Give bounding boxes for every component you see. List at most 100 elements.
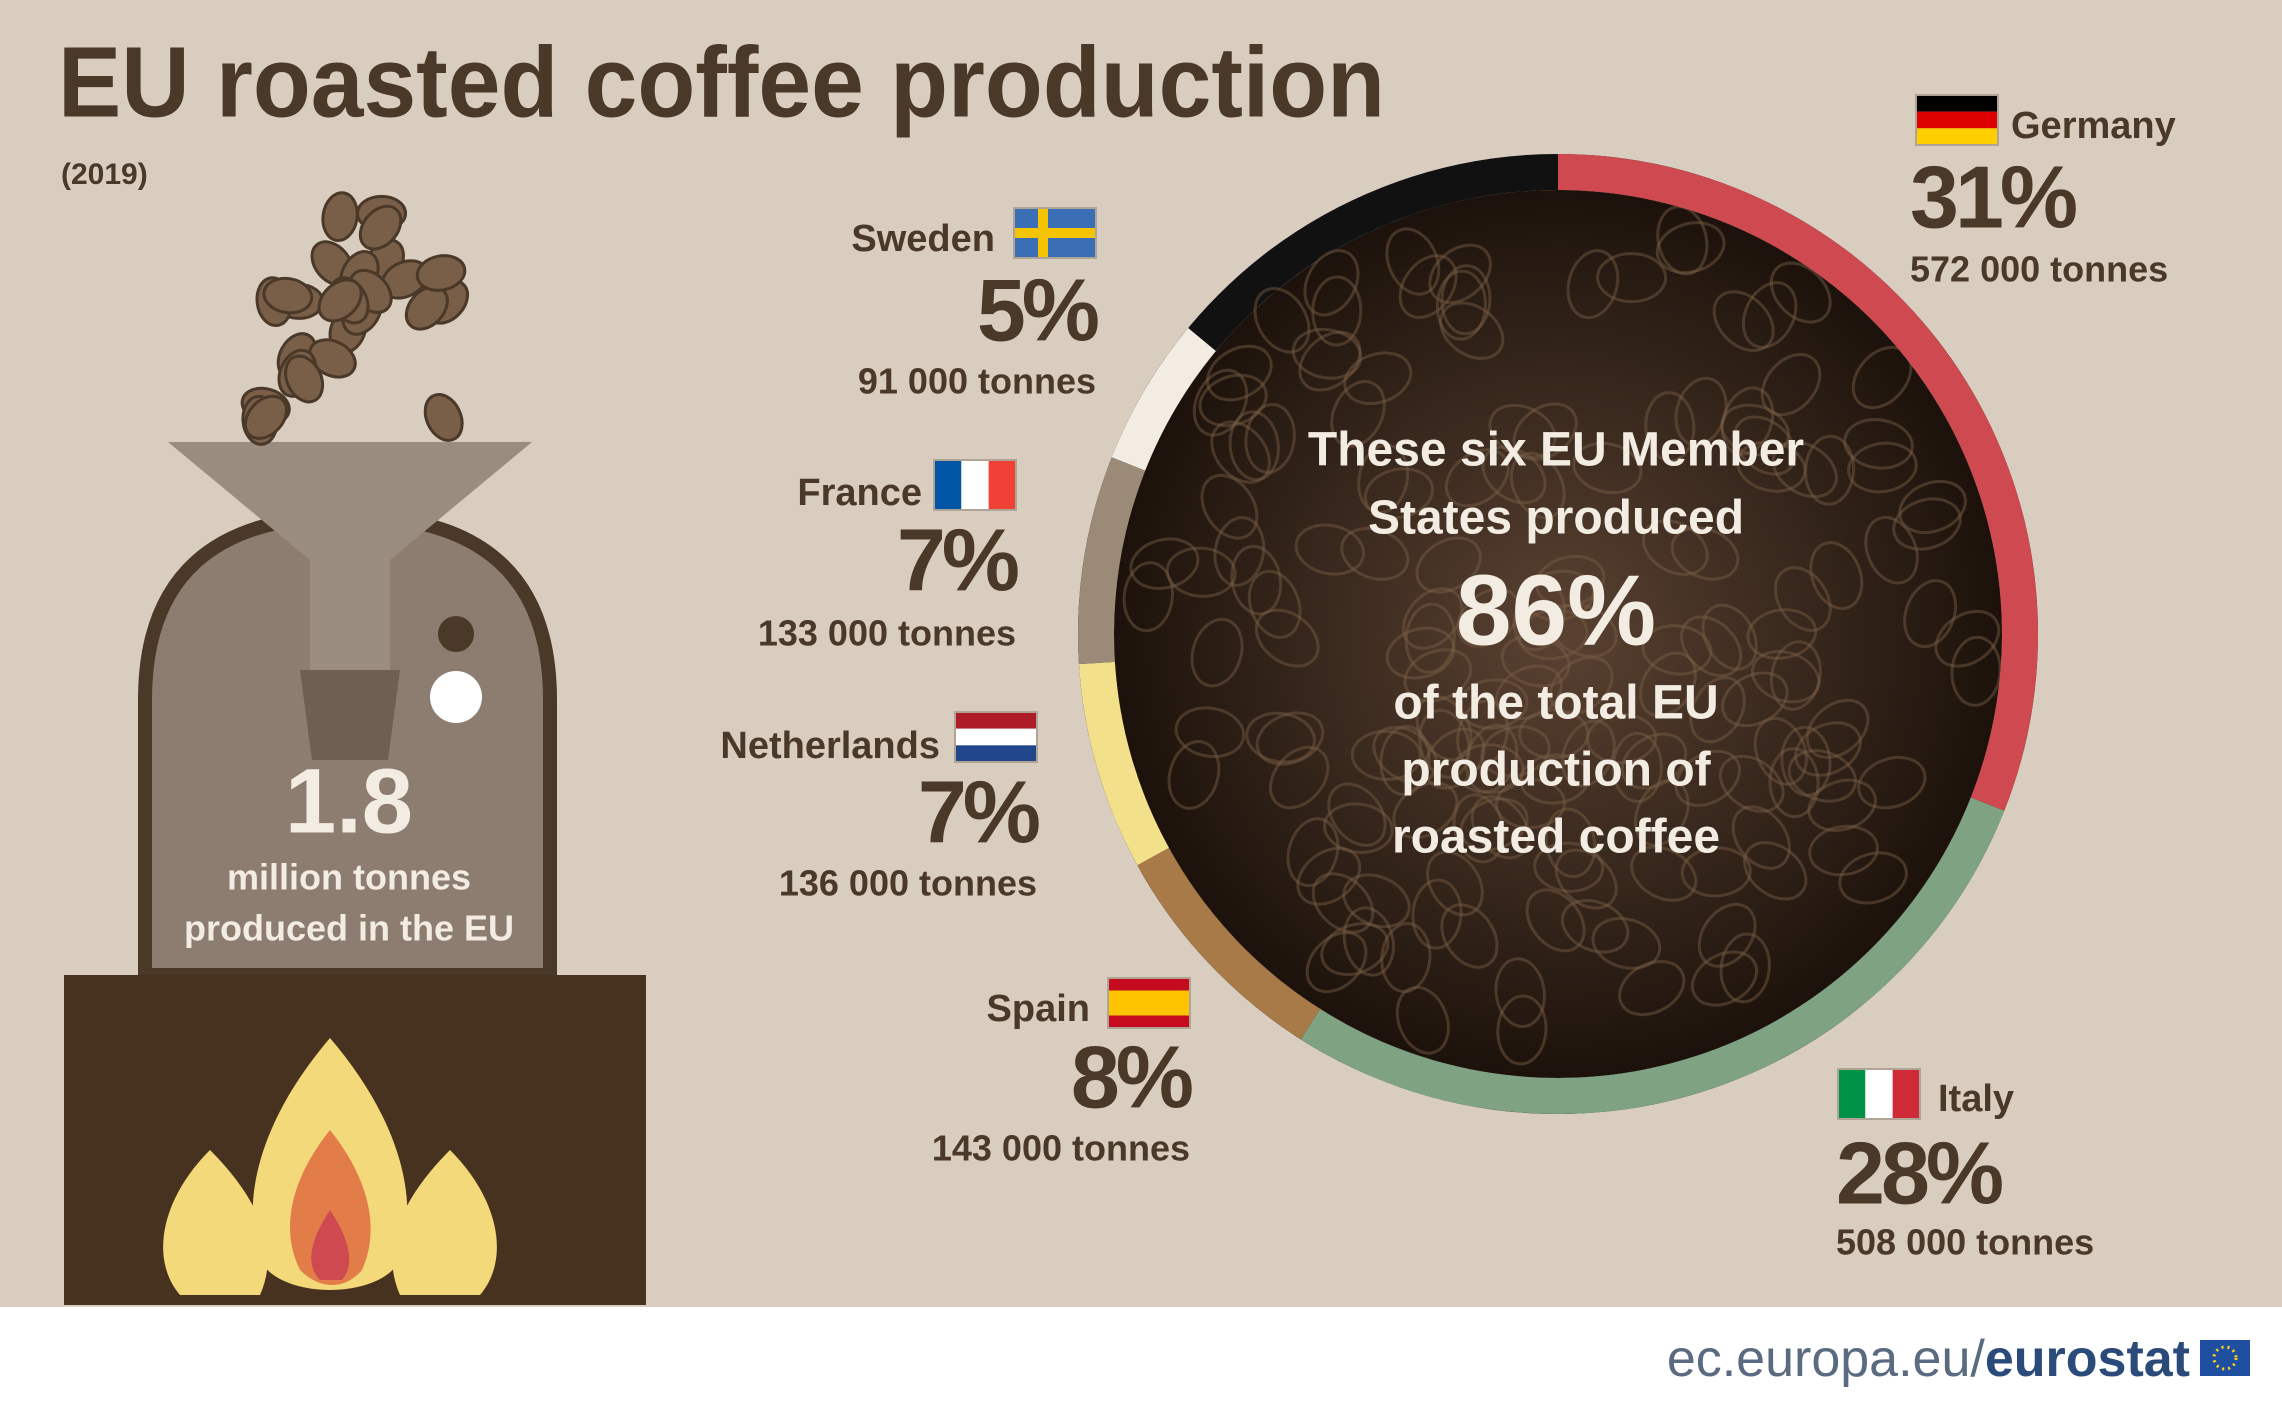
bean [1342,873,1411,929]
country-share: 28% [1836,1123,2002,1222]
bean [1303,249,1360,317]
country-share: 8% [1071,1027,1192,1126]
footer-site: ec.europa.eu/ [1667,1330,1986,1388]
bean [1323,802,1394,854]
flag-border [954,711,1038,763]
flag-part [961,460,989,510]
bean [1769,640,1822,711]
bean [1230,544,1283,616]
bean [1456,699,1509,770]
bean [1228,410,1280,482]
flag-part [1916,111,1998,129]
flag-part [934,460,962,510]
bean [1403,648,1473,703]
bean [1718,754,1785,813]
bean [1385,227,1441,296]
bean [1439,301,1505,360]
eu-flag [2200,1340,2250,1376]
country-name: Italy [1938,1078,2014,1120]
bean [1330,380,1386,448]
bean [1379,725,1431,796]
flag-border [1107,977,1191,1029]
bean [1847,441,1918,494]
country-tonnes: 136 000 tonnes [779,863,1037,904]
flag-border [1915,94,1999,146]
bean [1808,824,1879,877]
flag [933,459,1017,511]
bean [1311,275,1363,347]
total-value: 1.8 [285,750,413,852]
bean [1560,899,1630,954]
flag-part [1865,1069,1893,1119]
bean [1428,243,1492,304]
title: EU roasted coffee production [58,26,1385,138]
bean [1535,554,1606,608]
bean [1903,579,1958,649]
bean [1298,330,1362,392]
total-label: produced in the EU [184,908,514,949]
flag-part [1108,1003,1190,1016]
bean [1656,205,1709,276]
bean [1385,626,1456,680]
flag-border [1013,207,1097,259]
flag [1013,207,1097,259]
bean [1423,727,1486,790]
coffee-center [1114,190,2002,1078]
bean [1805,698,1870,759]
bean [1611,731,1663,803]
bean [1245,711,1316,764]
bean [1129,537,1200,590]
bean [1719,932,1771,1004]
flag-part [1892,1069,1920,1119]
bean [1247,569,1302,639]
bean [1566,249,1620,320]
flag-part [955,712,1037,729]
flag-part [1108,1015,1190,1028]
flag [1915,94,1999,146]
bean [262,276,314,315]
country-share: 5% [977,260,1098,359]
bean [1804,434,1856,506]
bean [1426,850,1484,917]
center-text: roasted coffee [1392,811,1720,864]
bean [1554,848,1618,910]
bean [1200,473,1259,540]
bean [317,278,363,323]
bean [1435,269,1487,341]
country-share: 7% [918,762,1039,861]
bean [1773,566,1832,632]
donut-segment [1078,661,1169,866]
flag-part [955,745,1037,762]
footer-brand: eurostat [1985,1330,2190,1388]
country-name: Netherlands [720,725,940,767]
country-tonnes: 133 000 tonnes [758,613,1016,654]
bean [1357,443,1410,515]
country-tonnes: 572 000 tonnes [1910,249,2168,290]
bean [1496,994,1548,1066]
flag-part [1108,978,1190,991]
bean [1415,536,1482,594]
donut [1078,154,2038,1114]
bean [1857,755,1927,810]
footer-source: ec.europa.eu/eurostat [1667,1330,2190,1388]
bean [1440,264,1492,336]
bean [1395,985,1450,1055]
bean [1524,569,1595,622]
bean [1560,719,1616,788]
bean [1488,403,1557,459]
bean [1544,807,1597,879]
bean [1712,290,1775,352]
country-name: Spain [987,988,1090,1030]
roaster [64,442,646,1305]
bean [1363,467,1435,520]
bean [1809,541,1864,611]
bean [1291,327,1363,380]
bean [1771,440,1838,499]
bean [1741,281,1798,349]
bean [1548,656,1614,716]
bean [1500,634,1571,688]
bean [1470,795,1531,860]
bean [1495,664,1563,721]
bean [1411,878,1463,950]
